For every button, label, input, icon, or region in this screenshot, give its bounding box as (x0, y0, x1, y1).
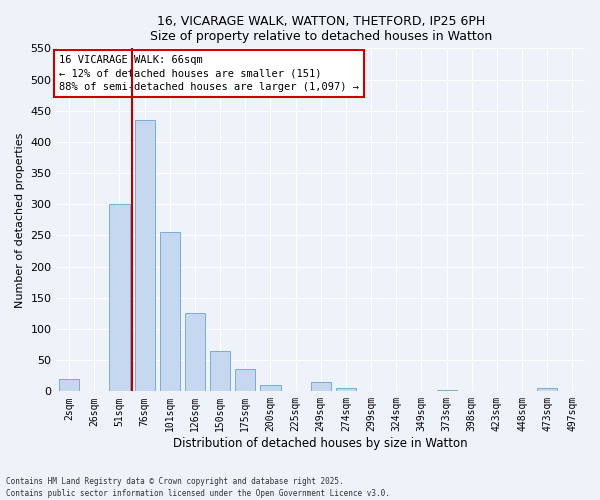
Bar (185, 314, 205, 392)
Bar (437, 390, 457, 392)
Y-axis label: Number of detached properties: Number of detached properties (15, 132, 25, 308)
Bar (336, 388, 356, 392)
Bar (160, 232, 180, 392)
Bar (59, 379, 79, 392)
Text: 16 VICARAGE WALK: 66sqm
← 12% of detached houses are smaller (151)
88% of semi-d: 16 VICARAGE WALK: 66sqm ← 12% of detache… (59, 55, 359, 92)
Bar (311, 382, 331, 392)
Title: 16, VICARAGE WALK, WATTON, THETFORD, IP25 6PH
Size of property relative to detac: 16, VICARAGE WALK, WATTON, THETFORD, IP2… (149, 15, 492, 43)
Text: Contains HM Land Registry data © Crown copyright and database right 2025.
Contai: Contains HM Land Registry data © Crown c… (6, 478, 390, 498)
Bar (210, 351, 230, 392)
Bar (260, 385, 281, 392)
Bar (235, 369, 256, 392)
Bar (109, 204, 130, 392)
Bar (134, 120, 155, 392)
Bar (537, 388, 557, 392)
X-axis label: Distribution of detached houses by size in Watton: Distribution of detached houses by size … (173, 437, 468, 450)
